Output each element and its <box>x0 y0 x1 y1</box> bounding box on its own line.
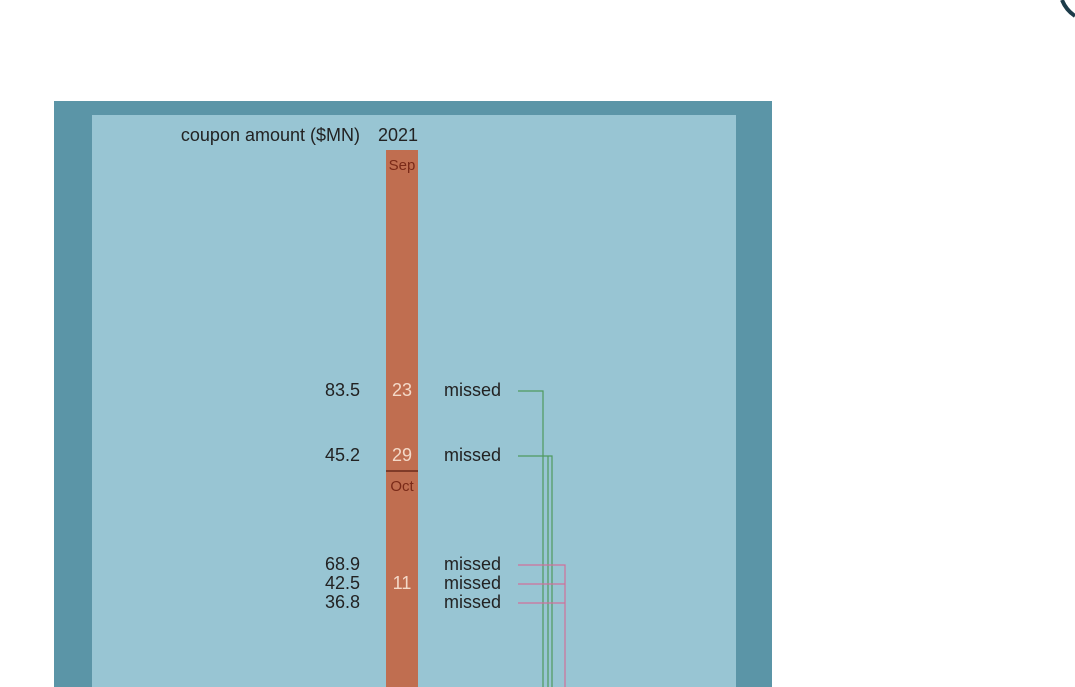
connector <box>518 564 566 687</box>
payment-status: missed <box>444 380 501 400</box>
corner-icon <box>1060 0 1075 18</box>
connector <box>518 390 544 687</box>
coupon-amount: 42.5 <box>325 573 360 593</box>
day-label: 11 <box>393 573 412 593</box>
coupon-amount: 83.5 <box>325 380 360 400</box>
payment-status: missed <box>444 554 501 574</box>
payment-status: missed <box>444 445 501 465</box>
year: 2021 <box>378 125 418 145</box>
coupon-amount: 45.2 <box>325 445 360 465</box>
coupon-amount: 36.8 <box>325 592 360 612</box>
payment-status: missed <box>444 592 501 612</box>
amount-header: coupon amount ($MN) <box>181 125 360 145</box>
month-label: Oct <box>390 478 414 495</box>
day-label: 23 <box>392 380 412 400</box>
connectors <box>518 390 566 687</box>
connector <box>518 455 553 687</box>
day-label: 29 <box>392 445 412 465</box>
coupon-amount: 68.9 <box>325 554 360 574</box>
timeline-bar <box>386 150 418 687</box>
month-label: Sep <box>389 157 416 174</box>
payment-status: missed <box>444 573 501 593</box>
